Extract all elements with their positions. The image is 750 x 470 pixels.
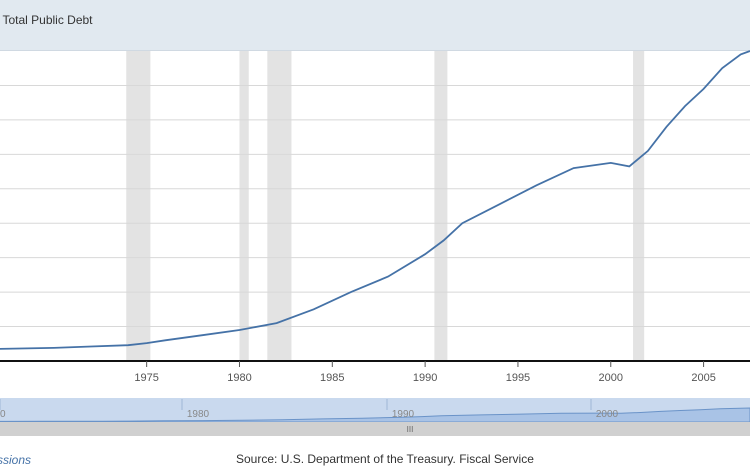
- navigator-series: [0, 407, 750, 423]
- recession-band: [239, 51, 249, 361]
- navigator[interactable]: 0 1980 1990 2000 III: [0, 398, 750, 436]
- source-note: Source: U.S. Department of the Treasury.…: [236, 452, 534, 466]
- navigator-scroll-handle[interactable]: III: [407, 425, 414, 434]
- navigator-label: 0: [0, 409, 6, 420]
- recessions-link[interactable]: ssions: [0, 453, 32, 467]
- navigator-label: 1990: [392, 409, 415, 420]
- navigator-label: 1980: [187, 409, 210, 420]
- chart-title-bar: bt: Total Public Debt: [0, 0, 750, 51]
- x-tick-label: 1980: [227, 372, 251, 384]
- recession-band: [633, 51, 645, 361]
- navigator-label: 2000: [596, 409, 619, 420]
- x-tick-label: 1990: [413, 372, 437, 384]
- recession-band: [126, 51, 151, 361]
- x-tick-label: 1985: [320, 372, 344, 384]
- x-tick-label: 2000: [599, 372, 623, 384]
- series-line: [0, 50, 750, 350]
- x-tick-label: 1975: [134, 372, 158, 384]
- navigator-scrollbar[interactable]: [0, 422, 750, 436]
- recession-band: [267, 51, 292, 361]
- recession-band: [434, 51, 448, 361]
- x-tick-label: 2005: [691, 372, 715, 384]
- x-tick-label: 1995: [506, 372, 530, 384]
- chart-title: bt: Total Public Debt: [0, 13, 93, 27]
